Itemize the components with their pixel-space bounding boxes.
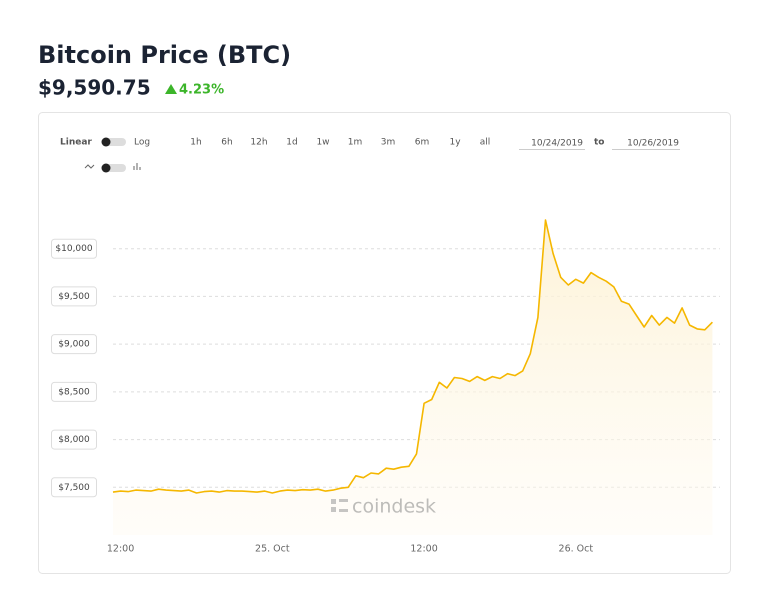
- y-tick-box: [51, 429, 97, 450]
- scale-linear[interactable]: Linear: [60, 138, 92, 148]
- x-tick-label: 12:00: [410, 544, 437, 555]
- page-title: Bitcoin Price (BTC): [38, 41, 291, 69]
- range-button[interactable]: 6h: [221, 138, 232, 148]
- price-line: [112, 219, 713, 494]
- date-separator: to: [594, 138, 605, 148]
- range-button[interactable]: 1w: [316, 138, 329, 148]
- y-tick-label: $9,500: [58, 292, 90, 302]
- range-button[interactable]: 1m: [348, 138, 363, 148]
- range-button[interactable]: 1d: [286, 138, 297, 148]
- x-tick-label: 12:00: [107, 544, 134, 555]
- scale-log[interactable]: Log: [134, 138, 150, 148]
- x-tick-label: 25. Oct: [255, 544, 290, 555]
- y-tick-label: $8,500: [58, 387, 90, 397]
- range-button[interactable]: all: [480, 138, 491, 148]
- y-tick-label: $9,000: [58, 340, 90, 350]
- range-button[interactable]: 1h: [190, 138, 201, 148]
- date-to[interactable]: 10/26/2019: [627, 139, 679, 149]
- watermark-text: coindesk: [352, 496, 436, 518]
- x-tick-label: 26. Oct: [559, 544, 594, 555]
- up-arrow: [165, 84, 177, 94]
- y-tick-box: [51, 334, 97, 355]
- y-tick-label: $7,500: [58, 483, 90, 493]
- toggle-knob: [101, 137, 111, 147]
- y-tick-box: [51, 286, 97, 307]
- watermark: coindesk: [331, 496, 436, 518]
- price: $9,590.75: [38, 76, 151, 100]
- price-change: 4.23%: [179, 83, 224, 98]
- y-tick-label: $10,000: [55, 244, 92, 254]
- line-icon: [84, 164, 95, 169]
- y-tick-box: [51, 381, 97, 402]
- toggle-knob: [101, 163, 111, 173]
- y-tick-box: [51, 477, 97, 498]
- area-fill: [113, 220, 713, 535]
- range-button[interactable]: 12h: [250, 138, 267, 148]
- y-tick-box: [51, 238, 97, 259]
- plot: $7,500 $8,000 $8,500 $9,000 $9,500 $10,000 12:…: [51, 219, 720, 555]
- range-buttons: 1h 6h 12h 1d 1w 1m 3m 6m 1y all: [190, 138, 490, 148]
- range-button[interactable]: 6m: [415, 138, 430, 148]
- date-from[interactable]: 10/24/2019: [531, 139, 583, 149]
- bar-icon: [133, 163, 141, 170]
- range-button[interactable]: 1y: [449, 138, 461, 148]
- range-button[interactable]: 3m: [381, 138, 396, 148]
- y-tick-label: $8,000: [58, 435, 90, 445]
